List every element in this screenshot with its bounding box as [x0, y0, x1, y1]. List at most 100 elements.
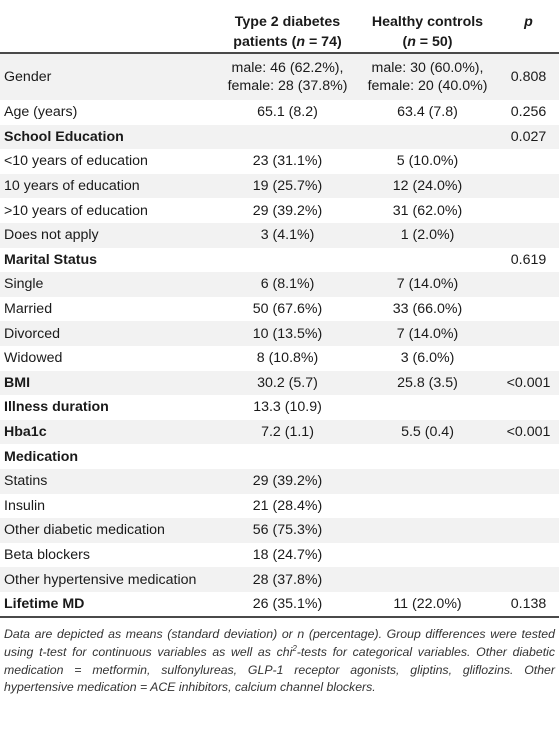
row-label: Other diabetic medication — [0, 518, 218, 543]
header-variable — [0, 0, 218, 54]
row-p-value — [498, 321, 559, 346]
row-hc-value — [357, 395, 498, 420]
row-p-value — [498, 346, 559, 371]
row-t2d-value — [218, 124, 357, 150]
row-label: Age (years) — [4, 104, 78, 121]
row-t2d-value: 3 (4.1%) — [218, 222, 357, 248]
row-label: Beta blockers — [4, 546, 90, 563]
row-p-value — [498, 518, 559, 543]
row-hc-value: 12 (24.0%) — [357, 173, 498, 199]
row-p-value — [498, 543, 559, 568]
table-row: Widowed 8 (10.8%) 3 (6.0%) — [0, 346, 559, 371]
table-row: Other hypertensive medication 28 (37.8%) — [0, 567, 559, 592]
table-row: Medication — [0, 444, 559, 469]
row-hc-value: 31 (62.0%) — [392, 202, 463, 219]
row-hc-value — [357, 567, 498, 592]
row-label: Statins — [0, 468, 218, 494]
row-label: Medication — [4, 448, 79, 465]
row-label: Hba1c — [0, 419, 218, 445]
table-row: Age (years) 65.1 (8.2) 63.4 (7.8) 0.256 — [0, 100, 559, 125]
table-row: BMI 30.2 (5.7) 25.8 (3.5) <0.001 — [0, 370, 559, 396]
demographics-table: Type 2 diabetes patients (n = 74) Health… — [0, 0, 559, 619]
row-label: Insulin — [4, 497, 46, 514]
row-p-value: 0.619 — [510, 251, 547, 268]
row-hc-value — [357, 248, 498, 273]
row-hc-value: 63.4 (7.8) — [397, 104, 458, 121]
row-label: Married — [4, 301, 53, 318]
row-hc-value — [357, 468, 498, 494]
row-t2d-value: 7.2 (1.1) — [218, 419, 357, 445]
row-t2d-value: 10 (13.5%) — [218, 321, 357, 346]
header-t2d: Type 2 diabetes patients (n = 74) — [218, 0, 357, 54]
row-p-value — [498, 149, 559, 174]
row-p-value — [498, 222, 559, 248]
table-row: 10 years of education 19 (25.7%) 12 (24.0%… — [0, 173, 559, 199]
row-hc-value: 7 (14.0%) — [357, 321, 498, 346]
row-t2d-value: 19 (25.7%) — [218, 173, 357, 199]
row-label: <10 years of education — [4, 153, 148, 170]
row-p-value: 0.138 — [498, 591, 559, 619]
row-t2d-value: 23 (31.1%) — [252, 153, 323, 170]
table-row: Hba1c 7.2 (1.1) 5.5 (0.4) <0.001 — [0, 419, 559, 445]
row-hc-value: male: 30 (60.0%), female: 20 (40.0%) — [357, 53, 498, 100]
row-t2d-value: 13.3 (10.9) — [253, 399, 322, 416]
row-hc-value: 11 (22.0%) — [357, 591, 498, 619]
row-p-value: 0.027 — [498, 124, 559, 150]
row-hc-value: 5.5 (0.4) — [357, 419, 498, 445]
table-row: Statins 29 (39.2%) — [0, 468, 559, 494]
row-hc-value: 5 (10.0%) — [396, 153, 459, 170]
row-label: Single — [0, 272, 218, 297]
header-hc: Healthy controls (n = 50) — [357, 0, 498, 54]
table-row: School Education 0.027 — [0, 124, 559, 150]
table-header-row: Type 2 diabetes patients (n = 74) Health… — [0, 0, 559, 54]
header-hc-prefix: ( — [402, 34, 408, 50]
row-t2d-value — [218, 248, 357, 273]
row-p-value — [498, 444, 559, 469]
header-t2d-line1: Type 2 diabetes — [234, 14, 341, 30]
row-label: School Education — [0, 124, 218, 150]
table-row: Gender male: 46 (62.2%), female: 28 (37.8… — [0, 53, 559, 100]
footnote-part1: Data are depicted as means (standard dev… — [4, 627, 555, 660]
row-p-value — [498, 468, 559, 494]
header-hc-line1: Healthy controls — [371, 14, 484, 30]
footnote-sup: 2 — [292, 643, 297, 653]
table-row: Divorced 10 (13.5%) 7 (14.0%) — [0, 321, 559, 346]
row-t2d-value: 6 (8.1%) — [218, 272, 357, 297]
row-label: Illness duration — [4, 399, 109, 416]
row-label: >10 years of education — [4, 202, 148, 219]
row-hc-value — [357, 494, 498, 519]
row-p-value: 0.808 — [498, 53, 559, 100]
row-p-value: <0.001 — [498, 370, 559, 396]
row-hc-value — [357, 518, 498, 543]
footnote-part2: -tests for categorical variables. Other … — [4, 645, 555, 695]
row-label: Marital Status — [4, 251, 98, 268]
header-t2d-prefix: patients ( — [233, 34, 297, 50]
row-t2d-value — [218, 444, 357, 469]
row-hc-value: 3 (6.0%) — [400, 350, 455, 367]
header-hc-n: n — [407, 34, 416, 50]
table-row: Insulin 21 (28.4%) — [0, 494, 559, 519]
row-t2d-value: 56 (75.3%) — [218, 518, 357, 543]
table-row: Lifetime MD 26 (35.1%) 11 (22.0%) 0.138 — [0, 591, 559, 619]
row-t2d-value: 50 (67.6%) — [252, 301, 323, 318]
header-t2d-n: n — [296, 34, 306, 50]
row-t2d-value: 28 (37.8%) — [218, 567, 357, 592]
row-label: BMI — [0, 370, 218, 396]
row-t2d-value: 26 (35.1%) — [218, 591, 357, 619]
row-label: Lifetime MD — [0, 591, 218, 619]
table-row: <10 years of education 23 (31.1%) 5 (10.0%… — [0, 149, 559, 174]
row-label: Widowed — [4, 350, 63, 367]
table-row: Marital Status 0.619 — [0, 248, 559, 273]
table-footnote: Data are depicted as means (standard dev… — [0, 618, 559, 696]
table-container: Type 2 diabetes patients (n = 74) Health… — [0, 0, 559, 696]
row-hc-value: 33 (66.0%) — [392, 301, 463, 318]
row-hc-value: 7 (14.0%) — [357, 272, 498, 297]
row-p-value — [498, 494, 559, 519]
table-row: Illness duration 13.3 (10.9) — [0, 395, 559, 420]
row-p-value — [498, 198, 559, 223]
row-t2d-value: male: 46 (62.2%), female: 28 (37.8%) — [218, 53, 357, 100]
row-t2d-value: 65.1 (8.2) — [257, 104, 318, 121]
row-label: Does not apply — [0, 222, 218, 248]
row-p-value: 0.256 — [510, 104, 547, 121]
row-label: Divorced — [0, 321, 218, 346]
